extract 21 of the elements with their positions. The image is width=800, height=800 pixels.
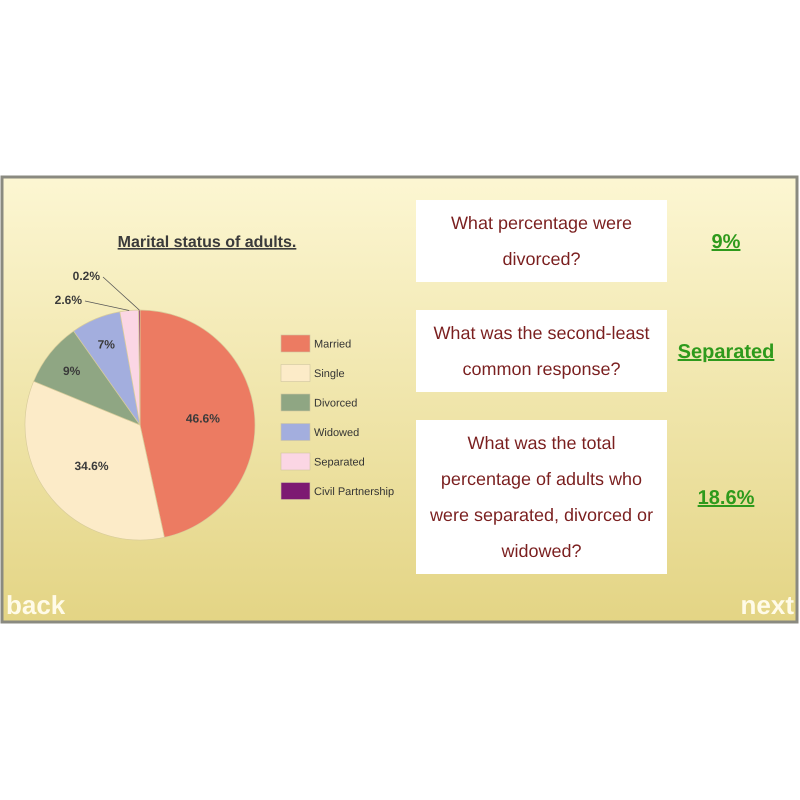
legend-label: Civil Partnership	[314, 486, 394, 498]
text: What was the total percentage of adults who were separated, divorced or widowed?	[428, 433, 654, 561]
data-label: 46.6%	[186, 411, 220, 426]
text: 9%	[712, 231, 741, 253]
legend-label: Married	[314, 338, 352, 350]
data-label: 34.6%	[74, 458, 109, 473]
chart-title: Marital status of adults.	[118, 234, 296, 251]
text: back	[6, 590, 66, 620]
legend-label: Separated	[314, 456, 365, 468]
text: What was the second-least common response?	[433, 323, 650, 379]
data-label: 0.2%	[72, 269, 100, 283]
data-label: 7%	[98, 338, 116, 352]
legend-label: Widowed	[314, 427, 360, 439]
data-label: 9%	[62, 364, 81, 378]
legend-label: Divorced	[314, 398, 358, 410]
text: next	[740, 590, 794, 620]
text: 18.6%	[698, 487, 755, 509]
text: Separated	[678, 341, 774, 363]
text: What percentage were divorced?	[450, 213, 632, 269]
legend-label: Single	[314, 368, 345, 380]
data-label: 2.6%	[54, 293, 82, 307]
